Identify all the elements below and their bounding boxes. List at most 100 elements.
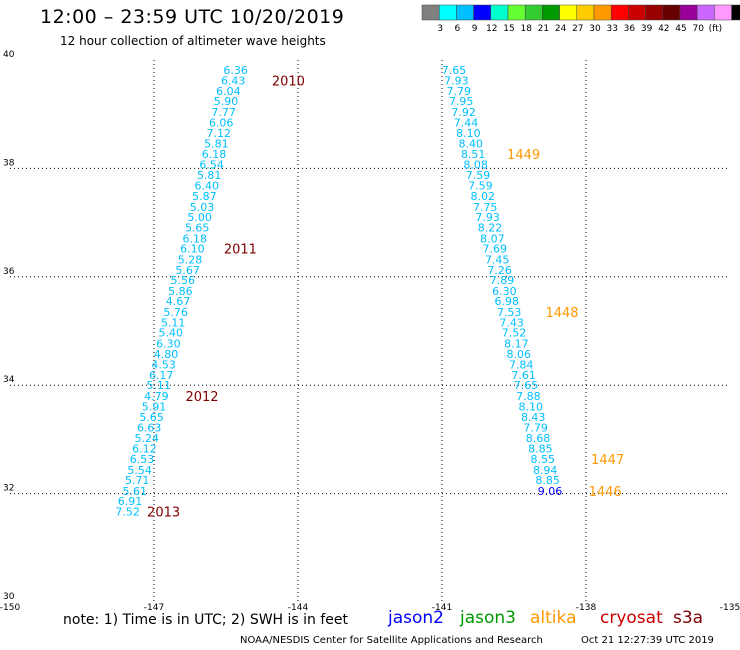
legend-s3a: s3a: [673, 608, 704, 628]
legend-swatch: [438, 4, 457, 21]
swh-data-point: 8.10: [456, 127, 481, 140]
chart-subtitle: 12 hour collection of altimeter wave hei…: [60, 34, 326, 48]
legend-jason2: jason2: [388, 608, 444, 628]
swh-data-point: 7.59: [468, 180, 493, 193]
legend-swatch: [524, 4, 543, 21]
swh-data-point: 6.12: [132, 443, 157, 456]
legend-swatch: [610, 4, 629, 21]
swh-data-point: 5.67: [175, 264, 200, 277]
swh-data-point: 6.40: [195, 180, 220, 193]
swh-data-point: 7.93: [444, 75, 469, 88]
y-tick-label: 38: [3, 158, 15, 168]
swh-data-point: 5.54: [127, 464, 152, 477]
legend-label: 33: [606, 24, 617, 34]
y-tick-label: 30: [3, 592, 15, 602]
swh-data-point: 8.02: [471, 190, 496, 203]
swh-data-point: 5.03: [190, 201, 215, 214]
swh-data-point: 5.81: [197, 169, 222, 182]
swh-data-point: 6.43: [221, 75, 246, 88]
swh-data-point: 6.98: [495, 295, 520, 308]
swh-data-point: 8.85: [528, 443, 553, 456]
swh-data-point: 7.43: [499, 316, 524, 329]
swh-data-point: 6.18: [202, 148, 227, 161]
credit-line: NOAA/NESDIS Center for Satellite Applica…: [240, 635, 543, 646]
chart-title: 12:00 – 23:59 UTC 10/20/2019: [40, 6, 345, 28]
footer-note: note: 1) Time is in UTC; 2) SWH is in fe…: [63, 612, 349, 628]
pass-time-label: 1449: [507, 148, 540, 163]
swh-data-point: 7.65: [514, 379, 539, 392]
swh-data-point: 5.91: [142, 400, 167, 413]
swh-data-point: 8.08: [463, 159, 488, 172]
swh-data-point: 7.75: [473, 201, 498, 214]
legend-swatch: [542, 4, 560, 21]
legend-label: 18: [520, 24, 532, 34]
swh-data-point: 9.06: [538, 485, 563, 498]
x-tick-label: -144: [288, 603, 309, 613]
legend-label: 3: [437, 24, 443, 34]
legend-label: 12: [486, 24, 497, 34]
swh-data-point: 6.10: [180, 243, 205, 256]
swh-data-point: 5.90: [214, 95, 239, 108]
swh-data-point: 6.54: [199, 159, 224, 172]
pass-time-label: 1446: [589, 485, 622, 500]
swh-data-point: 8.10: [519, 400, 544, 413]
pass-time-label: 2011: [224, 243, 257, 258]
legend-altika: altika: [530, 608, 577, 628]
swh-data-point: 7.77: [211, 106, 236, 119]
legend-swatch: [628, 4, 646, 21]
pass-time-label: 1448: [545, 306, 578, 321]
swh-data-point: 7.52: [502, 327, 527, 340]
swh-data-point: 8.40: [459, 137, 484, 150]
legend-swatch: [421, 4, 440, 21]
swh-data-point: 8.22: [478, 221, 503, 234]
swh-data-point: 5.40: [159, 327, 184, 340]
swh-data-point: 5.24: [135, 432, 160, 445]
swh-data-point: 6.53: [130, 453, 155, 466]
swh-data-point: 7.12: [207, 127, 232, 140]
swh-data-point: 7.93: [475, 211, 500, 224]
swh-data-point: 6.30: [492, 285, 517, 298]
swh-data-point: 7.44: [454, 116, 479, 129]
swh-data-point: 7.61: [511, 369, 536, 382]
swh-data-point: 6.63: [137, 421, 162, 434]
legend-swatch: [490, 4, 509, 21]
swh-data-point: 7.92: [451, 106, 476, 119]
swh-data-point: 8.94: [533, 464, 558, 477]
swh-data-point: 5.61: [123, 485, 148, 498]
swh-data-point: 5.65: [185, 221, 210, 234]
swh-data-point: 7.45: [485, 253, 510, 266]
swh-data-point: 5.76: [163, 306, 188, 319]
pass-time-label: 2012: [185, 390, 218, 405]
legend-swatch: [456, 4, 474, 21]
swh-data-point: 7.65: [442, 64, 467, 77]
y-tick-label: 32: [3, 484, 14, 494]
legend-label: (ft): [709, 24, 723, 34]
swh-data-point: 8.07: [480, 232, 505, 245]
swh-data-point: 6.06: [209, 116, 234, 129]
x-tick-label: -138: [576, 603, 597, 613]
legend-swatch: [731, 4, 740, 21]
legend-label: 30: [589, 24, 601, 34]
legend-swatch: [696, 4, 715, 21]
swh-data-point: 8.51: [461, 148, 486, 161]
swh-data-point: 7.88: [516, 390, 541, 403]
legend-swatch: [507, 4, 526, 21]
swh-data-point: 5.86: [168, 285, 193, 298]
legend-label: 70: [692, 24, 704, 34]
legend-swatch: [679, 4, 698, 21]
legend-swatch: [662, 4, 681, 21]
swh-data-point: 6.36: [223, 64, 248, 77]
swh-data-point: 5.56: [171, 274, 196, 287]
swh-data-point: 8.85: [535, 474, 560, 487]
legend-swatch: [559, 4, 578, 21]
swh-data-point: 6.18: [183, 232, 208, 245]
color-legend: 3 6 9 12 15 18 21 24 27 30 33 36 39 42 45 70 (ft): [421, 4, 740, 34]
swh-data-point: 6.04: [216, 85, 241, 98]
swh-data-point: 5.28: [178, 253, 203, 266]
swh-data-point: 7.69: [483, 243, 508, 256]
swh-data-point: 4.67: [166, 295, 191, 308]
swh-data-point: 7.59: [466, 169, 491, 182]
swh-data-point: 4.80: [154, 348, 179, 361]
swh-data-point: 7.79: [447, 85, 472, 98]
axis-ticks: -150 -147 -144 -141 -138 -135 30 32 34 36 38 40: [0, 50, 740, 613]
